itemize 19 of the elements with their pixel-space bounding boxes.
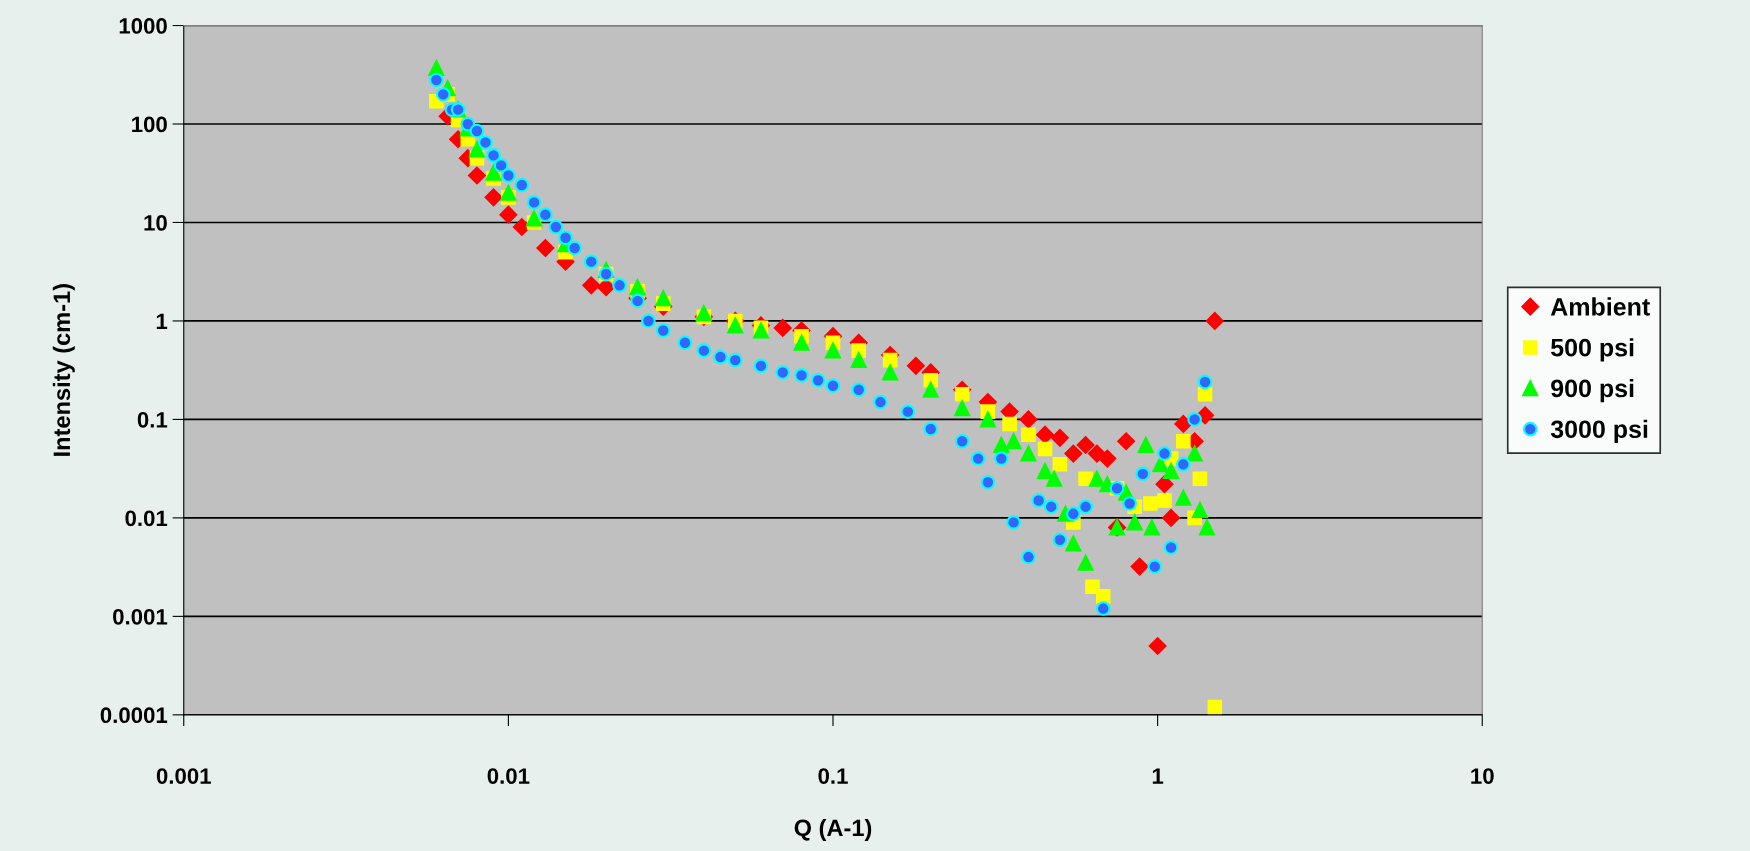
x-tick-label: 0.001 [156,768,211,784]
y-tick-label: 10 [144,215,167,231]
y-tick-label: 0.001 [113,608,168,625]
x-axis-title: Q (A-1) [794,818,872,841]
y-tick-label: 100 [132,116,167,133]
y-tick-label: 0.1 [137,411,168,428]
x-tick-label: 10 [1471,768,1494,784]
legend-label: Ambient [1550,297,1650,316]
x-tick-label: 0.1 [818,768,848,784]
y-tick-label: 0.01 [125,510,168,527]
y-tick-label: 1 [156,313,168,329]
legend-label: 3000 psi [1550,419,1648,444]
legend-label: 500 psi [1551,338,1634,362]
legend-label: 900 psi [1551,378,1634,403]
y-tick-label: 0.0001 [100,707,168,724]
x-tick-label: 1 [1152,768,1164,784]
y-axis-title: Intensity (cm-1) [52,284,75,456]
x-tick-label: 0.01 [487,768,530,784]
y-tick-label: 1000 [119,18,167,34]
